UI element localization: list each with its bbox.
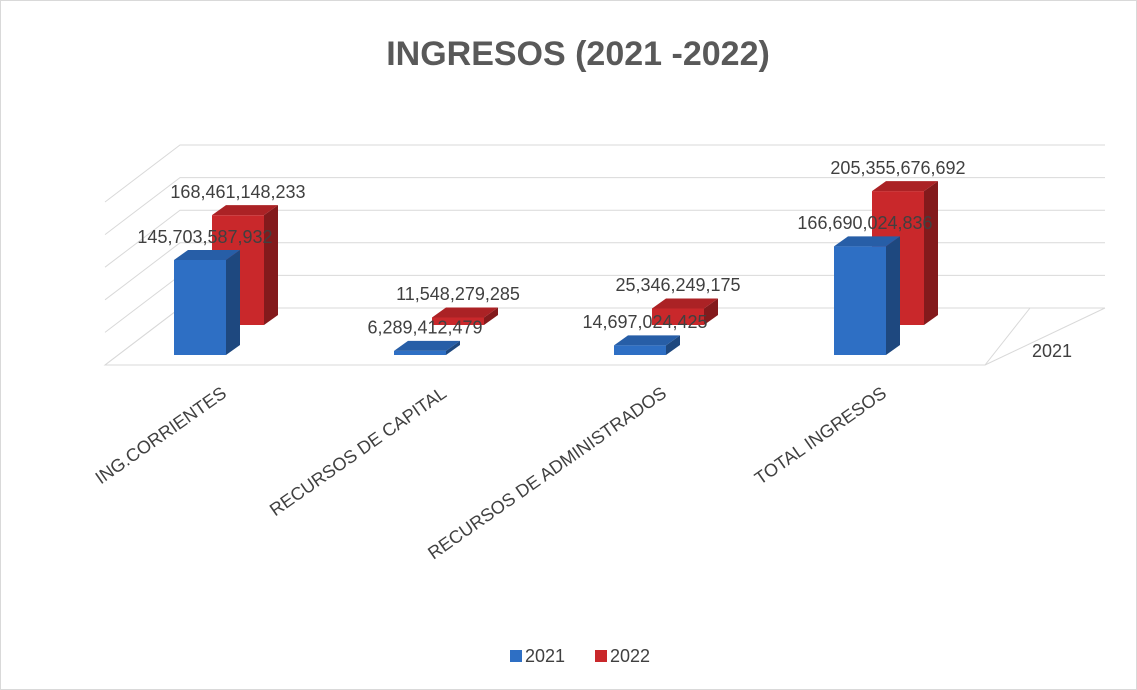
bar bbox=[394, 340, 460, 355]
bar bbox=[834, 236, 900, 355]
bar bbox=[174, 250, 240, 355]
bar-front bbox=[834, 246, 886, 355]
bar-front bbox=[652, 308, 704, 325]
bar-top bbox=[212, 205, 278, 216]
depth-label: 2021 bbox=[1032, 341, 1072, 361]
bar-top bbox=[652, 298, 718, 309]
bar-front bbox=[174, 260, 226, 355]
bar-top bbox=[872, 181, 938, 192]
value-label: 145,703,587,932 bbox=[137, 227, 272, 247]
bar-front bbox=[394, 350, 446, 355]
bar-top bbox=[614, 335, 680, 346]
grid-line bbox=[104, 209, 1105, 268]
chart-title: INGRESOS (2021 -2022) bbox=[386, 35, 770, 73]
value-label: 14,697,024,425 bbox=[582, 312, 707, 332]
bar-side bbox=[886, 236, 900, 355]
grid-line bbox=[104, 144, 1105, 203]
bar-side bbox=[484, 307, 498, 325]
value-label: 6,289,412,479 bbox=[367, 318, 482, 338]
legend-swatch bbox=[595, 650, 607, 662]
bar-side bbox=[666, 335, 680, 355]
grid-line bbox=[104, 242, 1105, 301]
value-label: 11,548,279,285 bbox=[396, 284, 520, 304]
bar-side bbox=[924, 181, 938, 325]
bar-top bbox=[432, 307, 498, 318]
bar-top bbox=[174, 250, 240, 261]
legend-label: 2021 bbox=[525, 646, 565, 666]
grid-line bbox=[104, 177, 1105, 235]
legend-swatch bbox=[510, 650, 522, 662]
bar-side bbox=[446, 340, 460, 355]
bar bbox=[614, 335, 680, 355]
bar bbox=[432, 307, 498, 325]
bar-side bbox=[704, 298, 718, 325]
bar-front bbox=[614, 345, 666, 355]
bar-top bbox=[834, 236, 900, 247]
value-label: 25,346,249,175 bbox=[615, 275, 740, 295]
value-label: 166,690,024,836 bbox=[797, 213, 932, 233]
bar bbox=[652, 298, 718, 325]
depth-floor-edge bbox=[984, 307, 1106, 366]
legend-label: 2022 bbox=[610, 646, 650, 666]
bar-top bbox=[394, 340, 460, 351]
bar-front bbox=[432, 317, 484, 325]
bar-side bbox=[264, 205, 278, 325]
bar-side bbox=[226, 250, 240, 355]
value-label: 205,355,676,692 bbox=[830, 158, 965, 178]
value-label: 168,461,148,233 bbox=[170, 182, 305, 202]
